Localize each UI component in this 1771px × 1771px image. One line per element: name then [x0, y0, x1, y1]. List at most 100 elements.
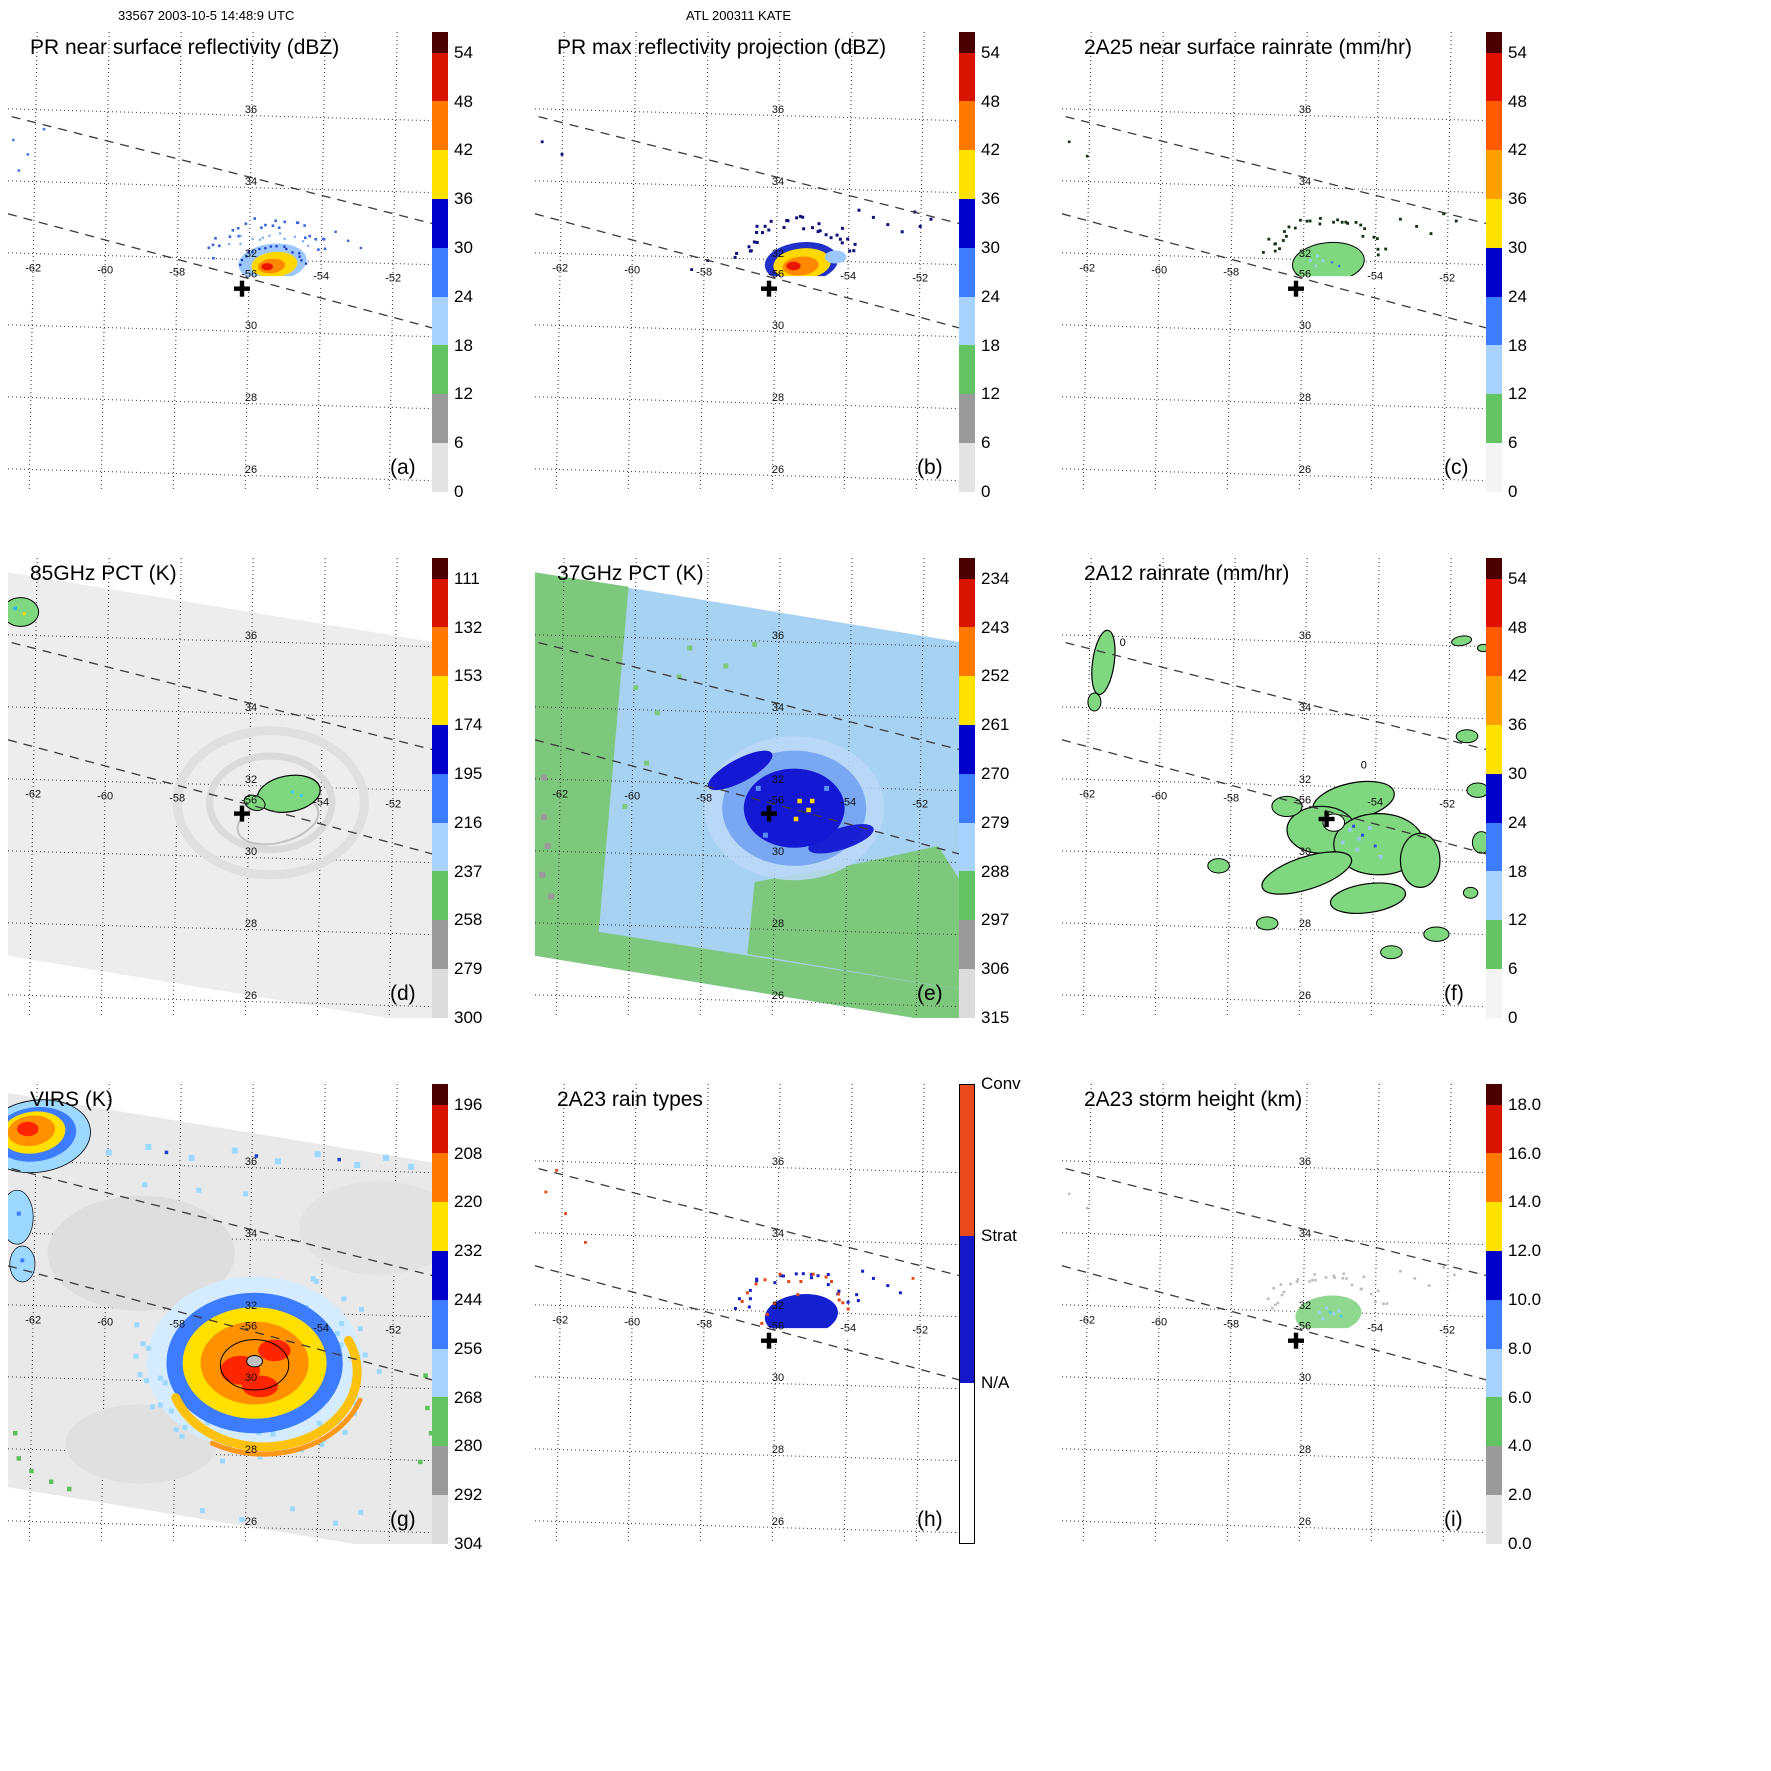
svg-text:32: 32 — [245, 774, 257, 786]
colorbar-band — [432, 32, 448, 53]
colorbar-segment-na — [960, 1382, 974, 1543]
colorbar-band — [959, 199, 975, 248]
svg-text:28: 28 — [1299, 392, 1311, 404]
colorbar-tick-label: 0.0 — [1508, 1534, 1532, 1553]
colorbar-band — [432, 627, 448, 677]
panel-title: 2A23 rain types — [557, 1088, 703, 1111]
colorbar-tick-label: 304 — [454, 1534, 483, 1553]
colorbar-tick-label: 0 — [1508, 482, 1518, 501]
svg-text:26: 26 — [245, 464, 257, 476]
colorbar-tick-label: 42 — [981, 140, 1000, 160]
svg-text:-54: -54 — [1367, 797, 1383, 809]
svg-text:-62: -62 — [1079, 1314, 1095, 1326]
colorbar-segment-strat — [960, 1236, 974, 1383]
colorbar-labels: 18.0 16.0 14.0 12.0 10.0 8.0 6.0 4.0 2.0 0.0 — [1508, 1084, 1588, 1553]
panel-letter: (i) — [1444, 1508, 1463, 1531]
colorbar-labels: 54 48 42 36 30 24 18 12 6 0 — [1508, 558, 1588, 1027]
colorbar-band — [432, 296, 448, 346]
colorbar-tick-label: 0 — [981, 482, 991, 501]
panel-title: 2A12 rainrate (mm/hr) — [1084, 562, 1290, 585]
colorbar-tick-label: 18 — [1508, 861, 1527, 881]
svg-text:-54: -54 — [313, 797, 329, 809]
colorbar-tick-label: 132 — [454, 617, 483, 637]
colorbar-tick-label: 54 — [1508, 568, 1527, 588]
panel-title: PR max reflectivity projection (dBZ) — [557, 36, 887, 59]
colorbar-band — [1486, 920, 1502, 970]
svg-text:-52: -52 — [1439, 799, 1455, 811]
svg-text:34: 34 — [772, 1228, 784, 1240]
svg-text:26: 26 — [772, 464, 784, 476]
colorbar-band — [959, 871, 975, 921]
colorbar-band — [1486, 578, 1502, 628]
panel-letter: (h) — [917, 1508, 943, 1531]
svg-text:-54: -54 — [840, 797, 856, 809]
colorbar-category-label: Conv — [981, 1074, 1021, 1093]
colorbar — [959, 1084, 975, 1544]
colorbar-band — [959, 101, 975, 151]
colorbar-band — [1486, 150, 1502, 200]
colorbar-band — [1486, 969, 1502, 1018]
colorbar-band — [432, 969, 448, 1018]
colorbar-band — [1486, 443, 1502, 492]
svg-text:-52: -52 — [1439, 273, 1455, 285]
colorbar-band — [1486, 1299, 1502, 1349]
colorbar-band — [1486, 1397, 1502, 1447]
colorbar-tick-label: 36 — [1508, 189, 1527, 209]
svg-text:-54: -54 — [840, 271, 856, 283]
panel-letter: (g) — [390, 1508, 416, 1531]
colorbar-band — [959, 676, 975, 726]
svg-text:-60: -60 — [1151, 265, 1167, 277]
svg-text:-52: -52 — [385, 799, 401, 811]
colorbar-tick-label: 4.0 — [1508, 1436, 1532, 1456]
panel-letter: (e) — [917, 982, 943, 1005]
colorbar-band — [432, 822, 448, 872]
colorbar-band — [1486, 296, 1502, 346]
storm-name-header: ATL 200311 KATE — [686, 8, 792, 23]
colorbar-band — [432, 558, 448, 579]
map-plot: -62 -60 -58 -56 -54 -52 36 34 32 30 28 26 — [8, 32, 438, 492]
svg-text:30: 30 — [772, 846, 784, 858]
svg-text:34: 34 — [1299, 176, 1311, 188]
colorbar-tick-label: 6 — [981, 433, 991, 453]
colorbar-band — [959, 394, 975, 444]
svg-text:36: 36 — [245, 1156, 257, 1168]
svg-text:34: 34 — [245, 176, 257, 188]
svg-text:26: 26 — [772, 1516, 784, 1528]
svg-text:34: 34 — [772, 176, 784, 188]
colorbar-tick-label: 36 — [1508, 715, 1527, 735]
colorbar-band — [959, 443, 975, 492]
colorbar-tick-label: 111 — [454, 568, 480, 588]
svg-text:-52: -52 — [912, 273, 928, 285]
svg-text:32: 32 — [1299, 1300, 1311, 1312]
colorbar-band — [959, 558, 975, 579]
svg-text:0: 0 — [1120, 637, 1126, 649]
colorbar-band — [1486, 1153, 1502, 1203]
colorbar-tick-label: 208 — [454, 1143, 483, 1163]
panel-h: -62 -60 -58 -56 -54 -52 36 34 32 30 28 26 2A23 rain… — [535, 1074, 1062, 1544]
svg-text:28: 28 — [245, 392, 257, 404]
colorbar-tick-label: 10.0 — [1508, 1289, 1542, 1309]
svg-text:26: 26 — [772, 990, 784, 1002]
colorbar — [432, 1084, 448, 1544]
svg-text:-62: -62 — [1079, 788, 1095, 800]
colorbar-band — [1486, 345, 1502, 395]
colorbar-tick-label: 24 — [981, 286, 1000, 306]
svg-text:36: 36 — [772, 1156, 784, 1168]
colorbar-tick-label: 12 — [454, 384, 473, 404]
colorbar-band — [432, 199, 448, 248]
map-plot: -62 -60 -58 -56 -54 -52 36 34 32 30 28 26 — [535, 32, 965, 492]
colorbar-band — [1486, 394, 1502, 444]
colorbar-band — [1486, 558, 1502, 579]
colorbar-band — [432, 1348, 448, 1398]
svg-text:-54: -54 — [840, 1323, 856, 1335]
svg-text:32: 32 — [772, 774, 784, 786]
colorbar-tick-label: 54 — [1508, 42, 1527, 62]
colorbar-labels: 196 208 220 232 244 256 268 280 292 304 — [454, 1084, 534, 1553]
colorbar-band — [959, 345, 975, 395]
svg-text:36: 36 — [1299, 1156, 1311, 1168]
svg-text:32: 32 — [245, 1300, 257, 1312]
colorbar-band — [1486, 1251, 1502, 1300]
colorbar-tick-label: 30 — [981, 237, 1000, 257]
colorbar-band — [959, 920, 975, 970]
